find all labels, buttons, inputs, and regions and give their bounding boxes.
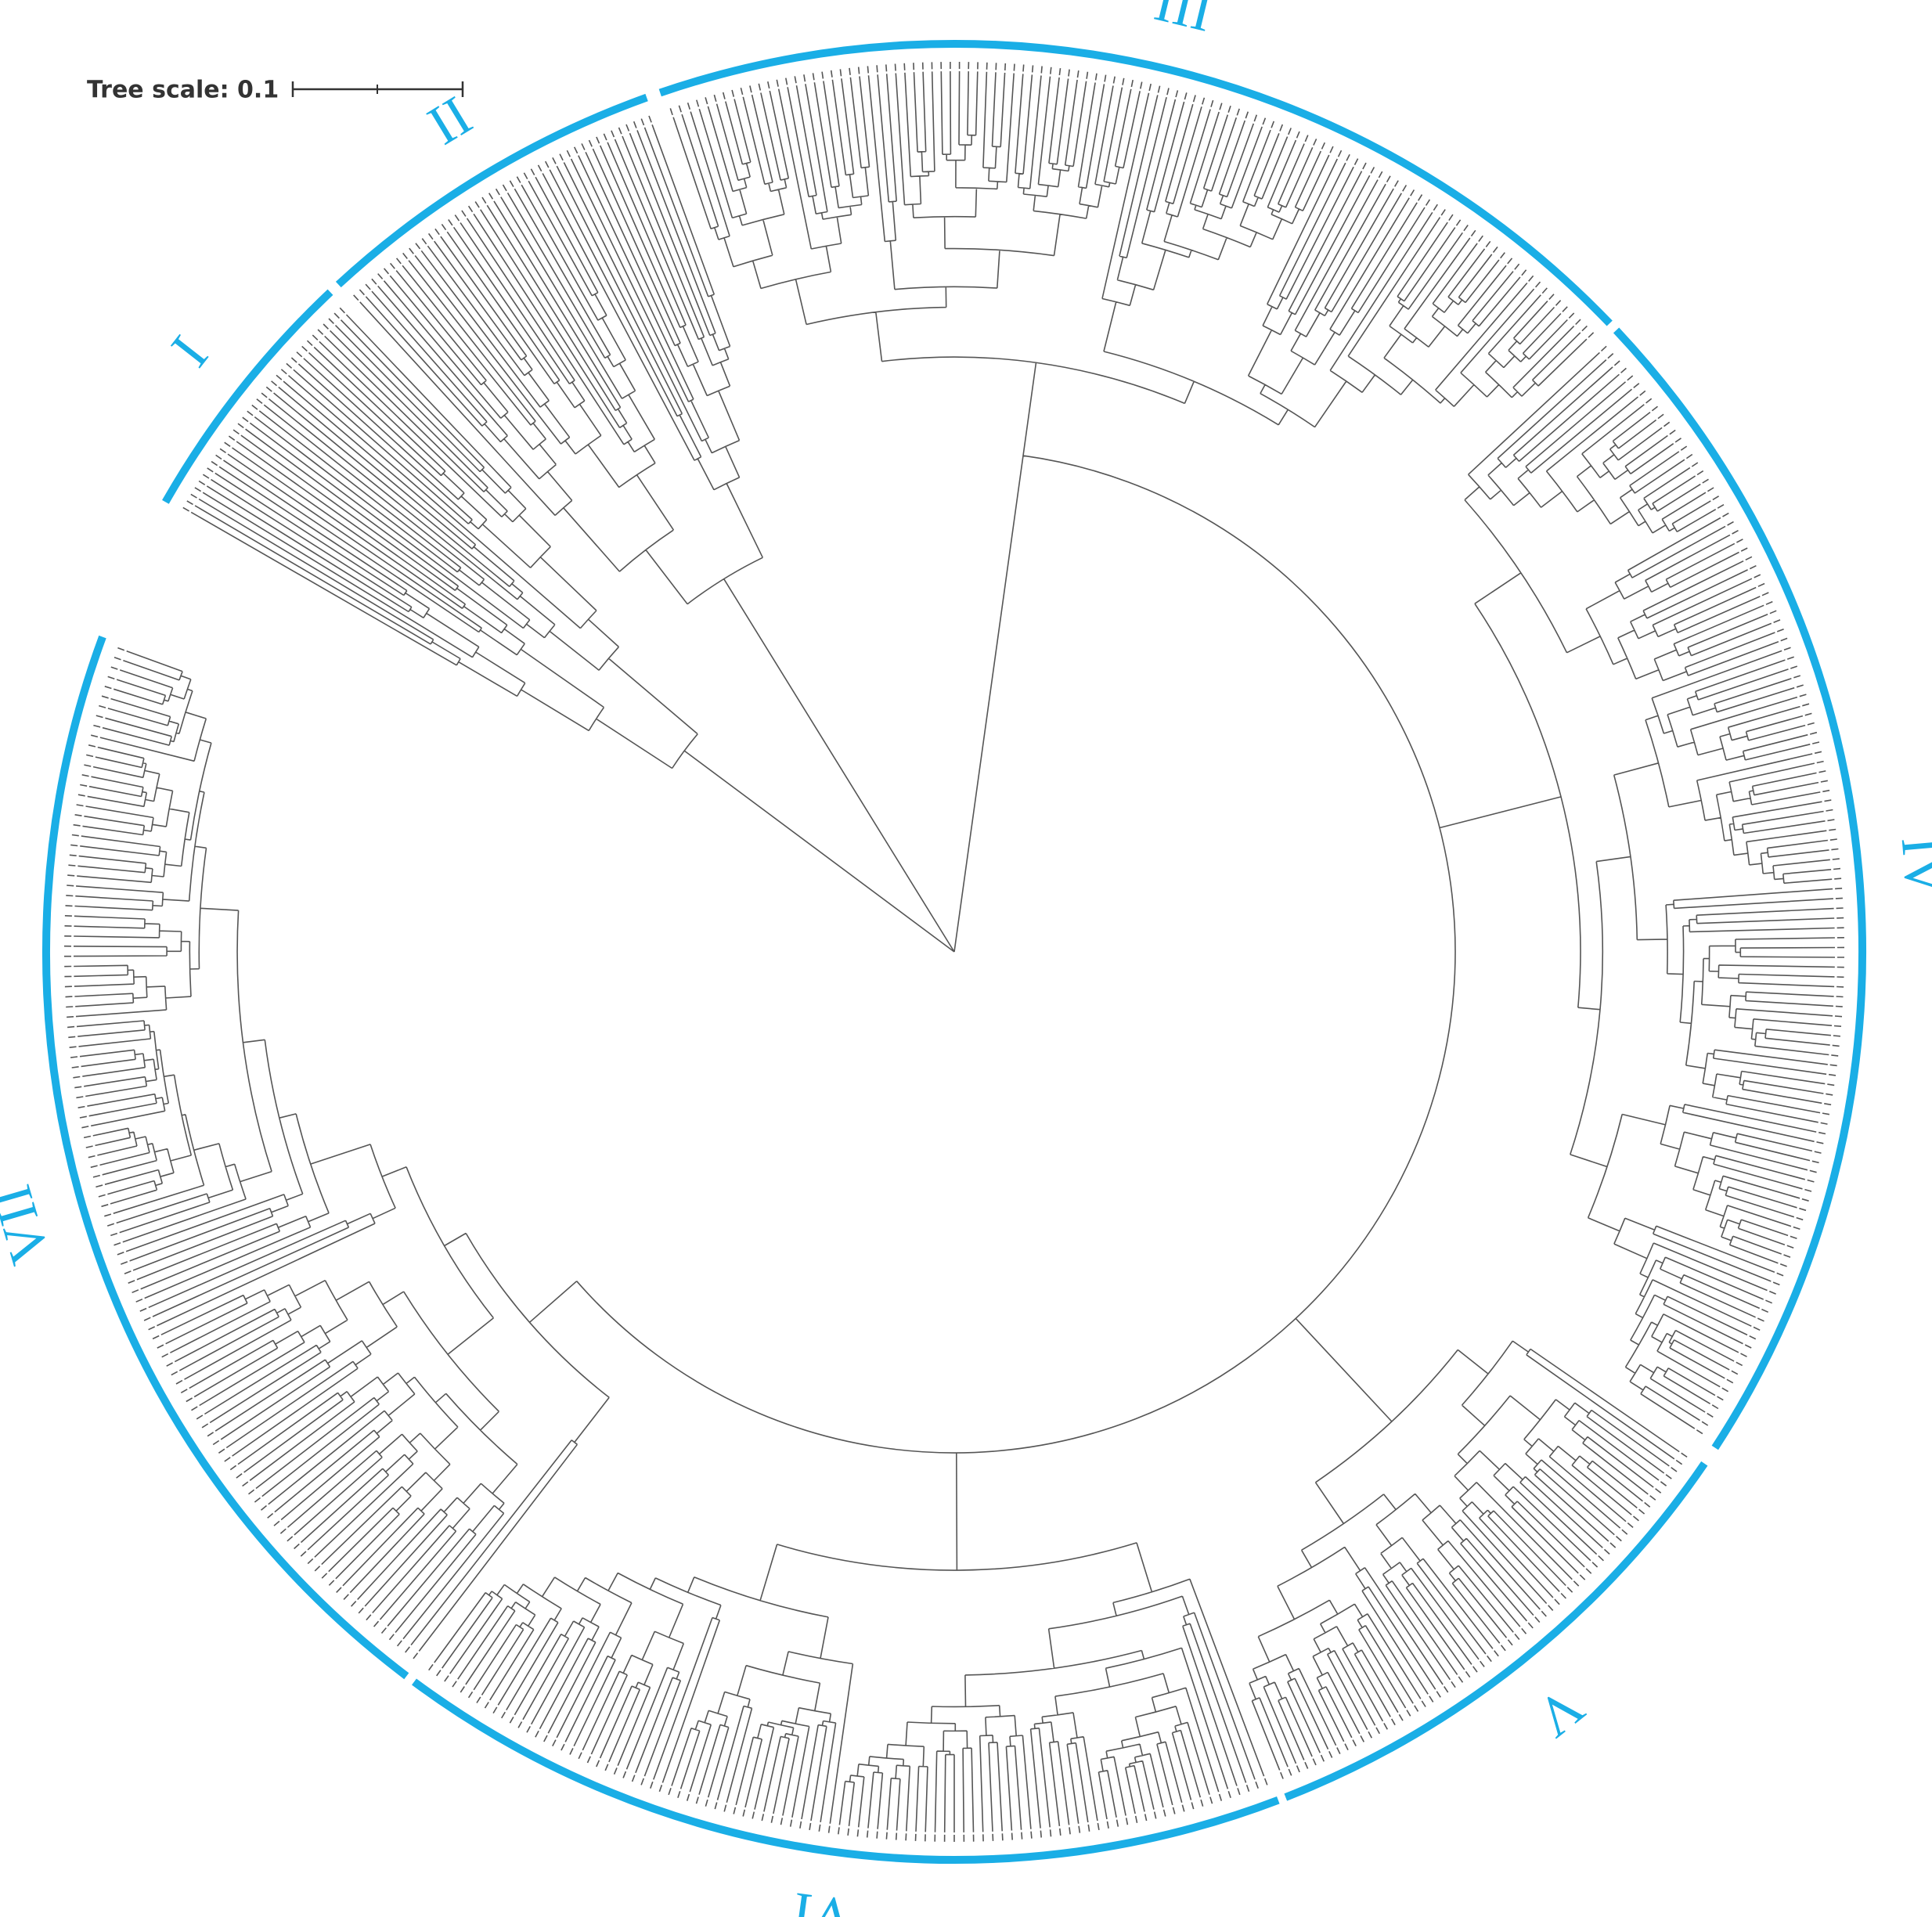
- clade-arc: [162, 289, 333, 504]
- clade-label: VII: [0, 1179, 62, 1271]
- clade-label: IV: [1889, 834, 1932, 899]
- clade-label: II: [417, 84, 481, 157]
- clade-arc: [1284, 1461, 1708, 1801]
- tree-scale: Tree scale: 0.1: [87, 77, 464, 104]
- branches: [63, 62, 1845, 1842]
- clade-arc: [42, 635, 409, 1680]
- clade-arc: [335, 93, 648, 288]
- clade-label: III: [1149, 0, 1219, 44]
- clade-arc: [658, 40, 1613, 326]
- clade-arc: [1613, 327, 1867, 1450]
- tree-scale-label: Tree scale: 0.1: [87, 77, 279, 104]
- clade-arc: [412, 1678, 1280, 1865]
- clade-label: I: [159, 324, 220, 377]
- clade-label: V: [1525, 1675, 1596, 1749]
- tree: [63, 62, 1845, 1842]
- clade-label: VI: [788, 1880, 856, 1917]
